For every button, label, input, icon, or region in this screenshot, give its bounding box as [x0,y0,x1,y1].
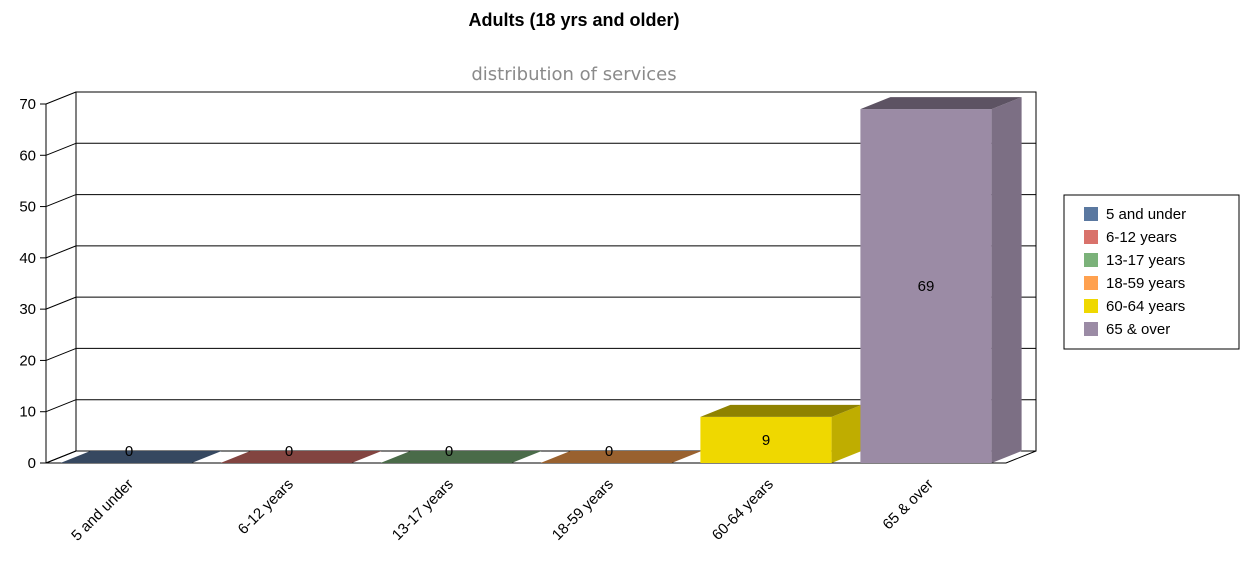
legend-swatch [1084,276,1098,290]
bar-4 [540,451,702,463]
value-label: 0 [125,443,133,460]
value-labels: 0 0 0 0 9 69 [125,278,935,460]
legend-label: 65 & over [1106,321,1170,338]
y-tick-label: 20 [19,352,36,369]
gridline-side [45,399,77,413]
value-label: 0 [445,443,453,460]
y-tick-label: 40 [19,250,36,267]
y-tick-label: 70 [19,96,36,113]
bar-side [831,404,862,463]
y-axis: 0 10 20 30 40 50 60 70 [19,96,46,472]
chart-title: Adults (18 yrs and older) [468,10,679,30]
category-label: 6-12 years [235,476,297,538]
value-label: 9 [762,432,770,449]
chart-subtitle: distribution of services [471,64,676,85]
category-label: 18-59 years [549,476,617,544]
gridline-side [45,194,77,208]
gridline-side [45,142,77,156]
bar-top [60,451,222,463]
legend-swatch [1084,322,1098,336]
bar-3 [380,451,542,463]
bar-top [220,451,382,463]
category-label: 13-17 years [389,476,457,544]
y-tick-label: 0 [28,455,36,472]
value-label: 0 [605,443,613,460]
legend-label: 60-64 years [1106,298,1185,315]
gridline-side [45,245,77,259]
legend-label: 18-59 years [1106,275,1185,292]
legend-swatch [1084,299,1098,313]
bar-top [540,451,702,463]
bar-top [700,404,862,417]
legend-label: 5 and under [1106,206,1186,223]
gridline-side [45,91,77,105]
y-tick-label: 10 [19,404,36,421]
value-label: 0 [285,443,293,460]
bar-front [860,109,992,463]
gridline-side [45,347,77,361]
bar-front [700,416,832,463]
bar-5 [700,404,862,463]
bars [60,97,1022,463]
bar-1 [60,451,222,463]
legend: 5 and under 6-12 years 13-17 years 18-59 ye… [1063,194,1240,350]
legend-label: 13-17 years [1106,252,1185,269]
category-label: 5 and under [68,476,137,545]
x-axis: 5 and under 6-12 years 13-17 years 18-59 ye… [68,476,937,545]
value-label: 69 [918,278,935,295]
gridline-side [45,450,77,464]
bar-top [860,97,1022,110]
bar-6 [860,97,1022,463]
y-tick-label: 60 [19,147,36,164]
category-label: 60-64 years [709,476,777,544]
legend-swatch [1084,207,1098,221]
legend-swatch [1084,253,1098,267]
y-tick-label: 50 [19,199,36,216]
category-label: 65 & over [879,476,936,533]
bar-side [991,97,1022,463]
y-tick-label: 30 [19,301,36,318]
bar-2 [220,451,382,463]
legend-swatch [1084,230,1098,244]
gridline-side [45,296,77,310]
legend-label: 6-12 years [1106,229,1177,246]
bar-top [380,451,542,463]
